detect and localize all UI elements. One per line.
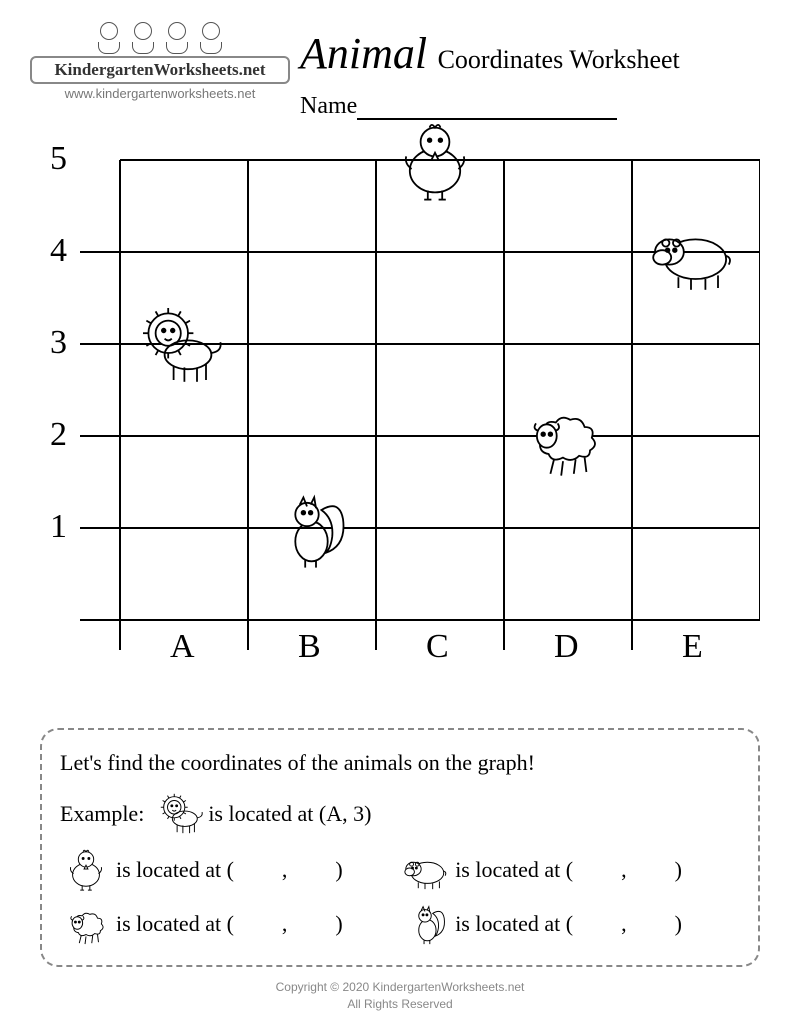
copyright: Copyright © 2020 KindergartenWorksheets.… [0,979,800,996]
y-axis-label: 2 [50,416,67,454]
question-text: is located at (,) [116,851,343,888]
hippo-icon [399,845,451,893]
title-rest: Coordinates Worksheet [438,45,680,74]
sheep-icon [513,391,603,481]
title-script: Animal [300,29,427,78]
question-text: is located at (,) [455,851,682,888]
name-field[interactable]: Name [300,93,770,120]
y-axis-label: 4 [50,232,67,270]
example-row: Example: is located at (A, 3) [60,789,740,837]
chicken-icon [60,845,112,893]
questions: is located at (,) is located at (,) is l… [60,845,740,947]
squirrel-icon [399,899,451,947]
x-axis-label: D [554,628,579,666]
instructions-intro: Let's find the coordinates of the animal… [60,744,740,781]
logo: KindergartenWorksheets.net www.kindergar… [30,20,290,101]
x-axis-label: E [682,628,703,666]
example-text: is located at (A, 3) [208,795,371,832]
x-axis-label: A [170,628,195,666]
name-label: Name [300,93,357,119]
logo-url: www.kindergartenworksheets.net [30,86,290,101]
instructions-box: Let's find the coordinates of the animal… [40,728,760,967]
question-text: is located at (,) [116,905,343,942]
question-item: is located at (,) [399,845,732,893]
rights: All Rights Reserved [0,996,800,1013]
question-text: is located at (,) [455,905,682,942]
header: KindergartenWorksheets.net www.kindergar… [30,20,770,120]
question-item: is located at (,) [60,899,393,947]
sheep-icon [60,899,112,947]
title-block: Animal Coordinates Worksheet Name [300,20,770,120]
example-prefix: Example: [60,795,144,832]
x-axis-label: B [298,628,321,666]
footer: Copyright © 2020 KindergartenWorksheets.… [0,979,800,1013]
logo-text: KindergartenWorksheets.net [30,56,290,84]
question-item: is located at (,) [399,899,732,947]
lion-icon [150,789,202,837]
coordinate-grid: 1 2 3 4 5 A B C D E [40,140,760,700]
logo-kids-icon [30,20,290,54]
y-axis-label: 3 [50,324,67,362]
x-axis-label: C [426,628,449,666]
hippo-icon [641,207,731,297]
chicken-icon [385,115,475,205]
squirrel-icon [257,483,347,573]
y-axis-label: 1 [50,508,67,546]
question-item: is located at (,) [60,845,393,893]
lion-icon [129,299,219,389]
y-axis-label: 5 [50,140,67,178]
